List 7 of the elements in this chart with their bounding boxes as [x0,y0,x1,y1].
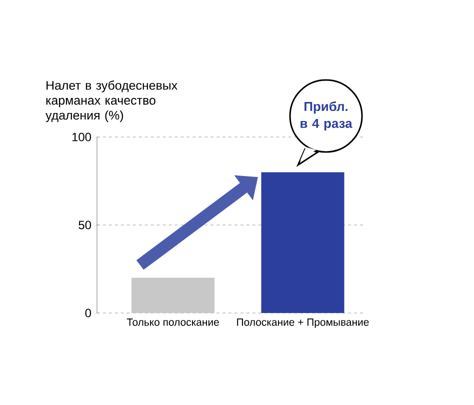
y-tick-label: 50 [78,220,92,230]
y-tick-label: 100 [72,132,92,142]
y-tick-label: 0 [85,308,92,318]
x-tick-label: Полоскание + Промывание [237,318,369,328]
x-tick-label: Только полоскание [126,318,219,326]
y-axis-title: Налет в зубодесневых карманах качество удаления (%) [46,80,178,122]
text: Прибл. в 4 раза [300,101,352,131]
